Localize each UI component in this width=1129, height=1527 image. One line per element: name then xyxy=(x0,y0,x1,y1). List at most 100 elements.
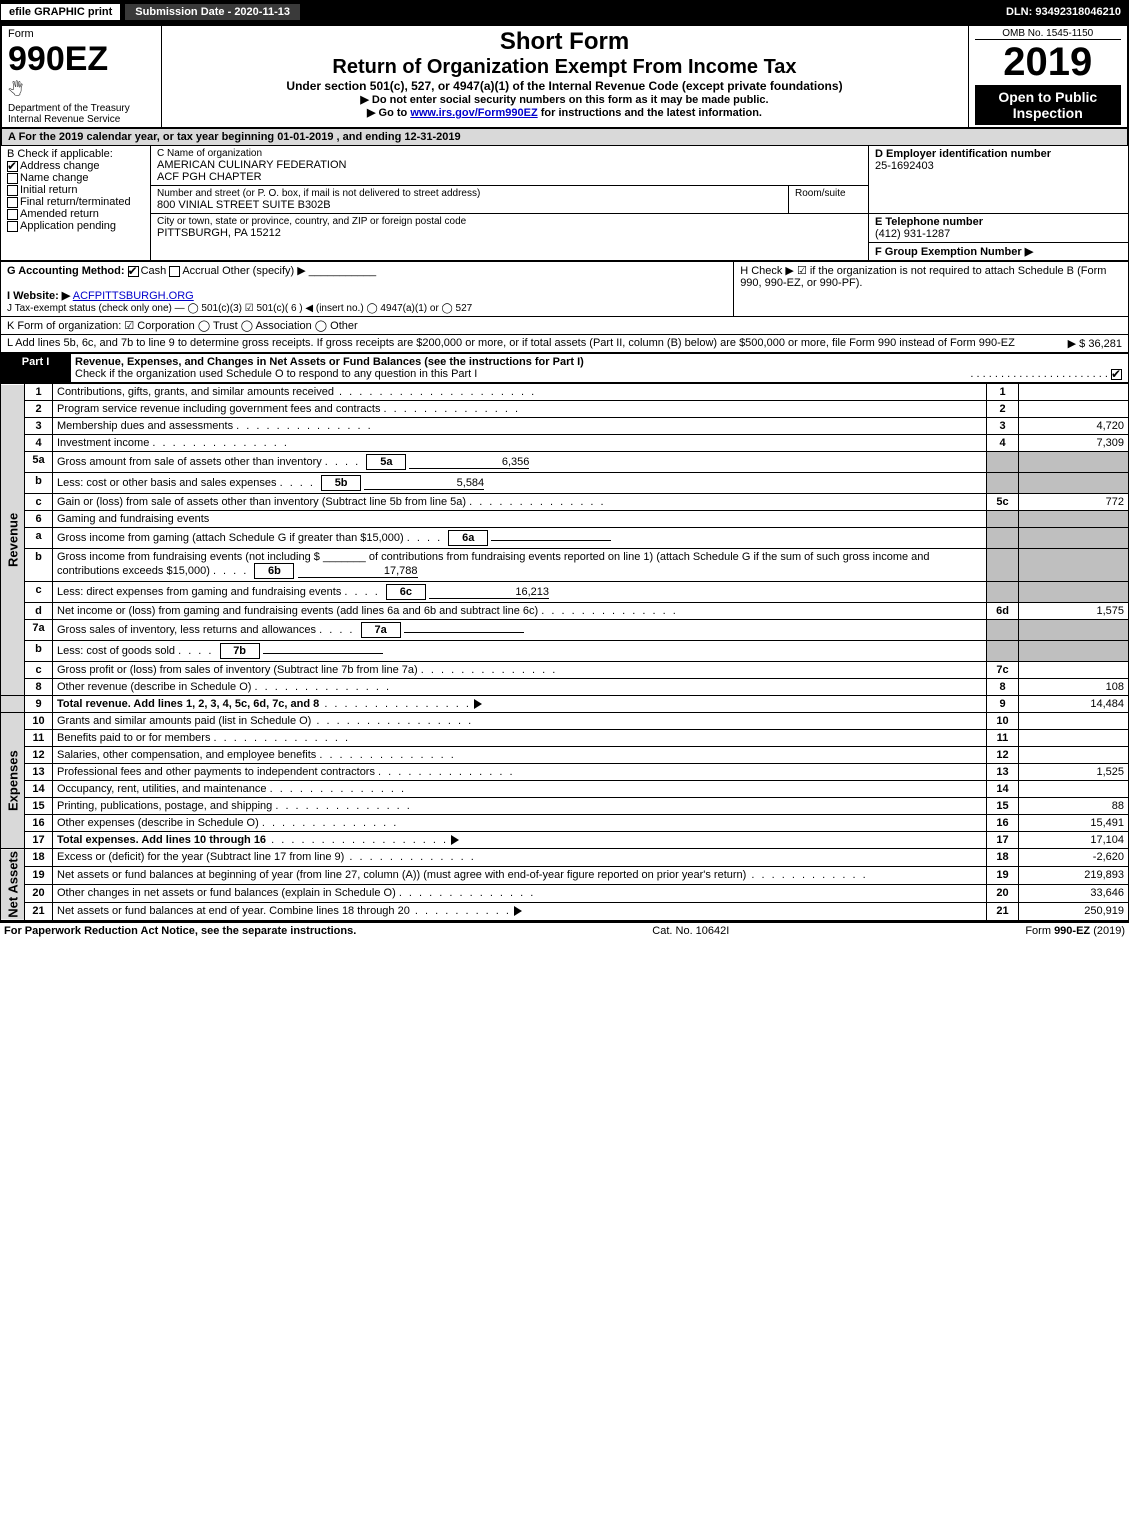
line-desc: Gross profit or (loss) from sales of inv… xyxy=(53,662,987,679)
line-col-label: 8 xyxy=(987,679,1019,696)
line-desc: Less: cost or other basis and sales expe… xyxy=(53,473,987,494)
line-desc: Net assets or fund balances at beginning… xyxy=(53,866,987,884)
page-footer: For Paperwork Reduction Act Notice, see … xyxy=(0,921,1129,939)
line-col-label: 2 xyxy=(987,401,1019,418)
top-bar: efile GRAPHIC print Submission Date - 20… xyxy=(0,0,1129,24)
boxb-checkbox[interactable] xyxy=(7,161,18,172)
form-number: 990EZ xyxy=(8,40,155,79)
efile-label[interactable]: efile GRAPHIC print xyxy=(0,3,121,21)
footer-left: For Paperwork Reduction Act Notice, see … xyxy=(4,925,356,937)
line-number: 14 xyxy=(25,781,53,798)
line-amount: 219,893 xyxy=(1019,866,1129,884)
box-b-label: B Check if applicable: xyxy=(7,148,144,160)
boxb-checkbox[interactable] xyxy=(7,209,18,220)
box-h-text: H Check ▶ ☑ if the organization is not r… xyxy=(740,264,1122,289)
line-col-label: 19 xyxy=(987,866,1019,884)
line-number: 15 xyxy=(25,798,53,815)
line-number: b xyxy=(25,473,53,494)
line-amount xyxy=(1019,747,1129,764)
irs-link[interactable]: www.irs.gov/Form990EZ xyxy=(410,107,537,119)
revenue-section-label: Revenue xyxy=(1,384,25,696)
other-label: Other (specify) ▶ xyxy=(222,265,306,277)
submission-date: Submission Date - 2020-11-13 xyxy=(125,4,300,20)
box-g-label: G Accounting Method: xyxy=(7,265,125,277)
line-number: 3 xyxy=(25,418,53,435)
line-amount: 15,491 xyxy=(1019,815,1129,832)
line-number: 16 xyxy=(25,815,53,832)
inner-box-value: 17,788 xyxy=(298,565,418,578)
street-address: 800 VINIAL STREET SUITE B302B xyxy=(157,199,782,211)
accrual-checkbox[interactable] xyxy=(169,266,180,277)
line-number: 12 xyxy=(25,747,53,764)
boxb-checkbox[interactable] xyxy=(7,185,18,196)
footer-mid: Cat. No. 10642I xyxy=(652,925,729,937)
part1-check-line: Check if the organization used Schedule … xyxy=(75,368,477,380)
line-amount xyxy=(1019,730,1129,747)
line-desc: Membership dues and assessments . . . . … xyxy=(53,418,987,435)
line-number: 1 xyxy=(25,384,53,401)
line-desc: Investment income . . . . . . . . . . . … xyxy=(53,435,987,452)
inner-box-value xyxy=(263,653,383,654)
inner-box-label: 6a xyxy=(448,530,488,546)
line-amount: 4,720 xyxy=(1019,418,1129,435)
line-col-label: 7c xyxy=(987,662,1019,679)
line-col-label: 13 xyxy=(987,764,1019,781)
line-number: a xyxy=(25,528,53,549)
inner-box-value: 16,213 xyxy=(429,586,549,599)
line-desc: Net income or (loss) from gaming and fun… xyxy=(53,603,987,620)
line-amount-grey xyxy=(1019,528,1129,549)
part1-checkbox[interactable] xyxy=(1111,369,1122,380)
line-amount-grey xyxy=(1019,582,1129,603)
line-number: c xyxy=(25,494,53,511)
line-number: b xyxy=(25,549,53,582)
cash-checkbox[interactable] xyxy=(128,266,139,277)
line-number: c xyxy=(25,662,53,679)
line-number: 4 xyxy=(25,435,53,452)
line-number: 20 xyxy=(25,884,53,902)
website-link[interactable]: ACFPITTSBURGH.ORG xyxy=(73,290,194,302)
line-desc: Excess or (deficit) for the year (Subtra… xyxy=(53,849,987,867)
dept-label: Department of the Treasury xyxy=(8,103,155,114)
lines-table: Revenue 1 Contributions, gifts, grants, … xyxy=(0,383,1129,921)
inner-box-label: 7b xyxy=(220,643,260,659)
line-amount xyxy=(1019,401,1129,418)
line-col-label: 14 xyxy=(987,781,1019,798)
line-desc: Total revenue. Add lines 1, 2, 3, 4, 5c,… xyxy=(53,696,987,713)
line-col-label: 9 xyxy=(987,696,1019,713)
line-number: 13 xyxy=(25,764,53,781)
org-name-2: ACF PGH CHAPTER xyxy=(157,171,862,183)
boxb-checkbox[interactable] xyxy=(7,197,18,208)
line-col-label: 5c xyxy=(987,494,1019,511)
cash-label: Cash xyxy=(141,265,167,277)
line-amount: 14,484 xyxy=(1019,696,1129,713)
box-c-name-label: C Name of organization xyxy=(157,148,862,159)
line-amount: 250,919 xyxy=(1019,902,1129,920)
boxb-item-label: Name change xyxy=(20,172,89,184)
line-col-label: 3 xyxy=(987,418,1019,435)
line-amount: 17,104 xyxy=(1019,832,1129,849)
line-col-grey xyxy=(987,620,1019,641)
line-number: 9 xyxy=(25,696,53,713)
inner-box-label: 6c xyxy=(386,584,426,600)
form-header: Form 990EZ 🖑 Department of the Treasury … xyxy=(0,24,1129,129)
short-form-title: Short Form xyxy=(168,28,962,56)
boxb-item-label: Address change xyxy=(20,160,100,172)
line-col-label: 6d xyxy=(987,603,1019,620)
irs-label: Internal Revenue Service xyxy=(8,114,155,125)
boxb-checkbox[interactable] xyxy=(7,173,18,184)
inner-box-label: 6b xyxy=(254,563,294,579)
line-amount: 33,646 xyxy=(1019,884,1129,902)
box-l-amount: ▶ $ 36,281 xyxy=(1068,337,1122,350)
line-desc: Salaries, other compensation, and employ… xyxy=(53,747,987,764)
boxb-item-label: Initial return xyxy=(20,184,77,196)
line-amount-grey xyxy=(1019,452,1129,473)
line-desc: Other expenses (describe in Schedule O) … xyxy=(53,815,987,832)
line-desc: Gross amount from sale of assets other t… xyxy=(53,452,987,473)
line-desc: Benefits paid to or for members . . . . … xyxy=(53,730,987,747)
line-col-label: 1 xyxy=(987,384,1019,401)
boxb-checkbox[interactable] xyxy=(7,221,18,232)
line-amount-grey xyxy=(1019,549,1129,582)
line-col-grey xyxy=(987,452,1019,473)
part1-header-row: Part I Revenue, Expenses, and Changes in… xyxy=(0,353,1129,383)
line-amount xyxy=(1019,781,1129,798)
